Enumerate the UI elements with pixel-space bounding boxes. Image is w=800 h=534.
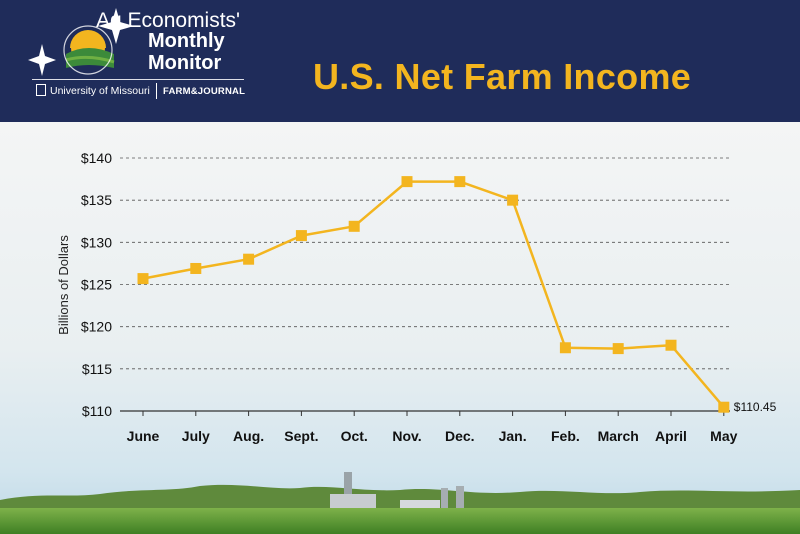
- divider: [32, 79, 244, 80]
- data-point: [137, 273, 149, 285]
- x-tick-label: Oct.: [341, 428, 368, 444]
- partner-farm-journal: FARM&JOURNAL: [163, 86, 246, 97]
- gridlines: [120, 157, 730, 412]
- data-point: [454, 176, 466, 188]
- y-tick-label: $140: [81, 150, 112, 166]
- y-tick-label: $110: [82, 403, 112, 419]
- data-point: [348, 220, 360, 232]
- x-tick-label: June: [127, 428, 160, 444]
- crop-field: [0, 508, 800, 534]
- data-point: [243, 253, 255, 265]
- silo: [441, 488, 448, 508]
- x-tick-label: Aug.: [233, 428, 264, 444]
- data-labels: $110.45: [734, 400, 777, 414]
- logo-emblem: [28, 8, 134, 76]
- silo: [344, 472, 352, 506]
- barn: [330, 494, 376, 508]
- data-point: [612, 343, 624, 355]
- data-point: [559, 342, 571, 354]
- x-tick-label: May: [710, 428, 737, 444]
- data-point: [718, 401, 730, 413]
- x-tick-label: Dec.: [445, 428, 475, 444]
- compass-star-icon: [98, 8, 134, 44]
- treeline: [0, 484, 800, 512]
- y-tick-label: $130: [81, 234, 112, 250]
- y-tick-label: $115: [82, 361, 112, 377]
- x-tick-label: Nov.: [392, 428, 421, 444]
- chart-title: U.S. Net Farm Income: [313, 56, 692, 97]
- silo: [456, 486, 464, 508]
- y-tick-label: $135: [81, 192, 112, 208]
- compass-star-icon: [28, 44, 56, 76]
- data-point: [665, 339, 677, 351]
- series-line: [142, 180, 725, 409]
- x-axis-ticks: June July Aug. Sept. Oct. Nov. Dec. Jan. Feb. Mar…: [127, 411, 738, 444]
- data-point: [190, 262, 202, 274]
- data-point: [507, 194, 519, 206]
- x-tick-label: April: [655, 428, 687, 444]
- university-logo-icon: [36, 84, 46, 96]
- x-tick-label: March: [598, 428, 639, 444]
- y-axis-ticks: $110 $115 $120 $125 $130 $135 $140: [81, 150, 112, 419]
- brand-subtitle: Monitor: [148, 52, 222, 74]
- brand-title: Ag Economists': [96, 9, 241, 32]
- y-tick-label: $120: [81, 319, 112, 335]
- divider: [156, 83, 157, 99]
- series: [137, 176, 730, 413]
- x-tick-label: Feb.: [551, 428, 580, 444]
- brand-subtitle: Monthly: [148, 30, 225, 52]
- barn: [400, 500, 440, 510]
- partner-university: University of Missouri: [50, 85, 150, 97]
- data-label: $110.45: [734, 400, 777, 414]
- x-tick-label: July: [182, 428, 210, 444]
- header-banner: Ag Economists' Monthly Monitor Universit…: [0, 0, 800, 122]
- data-point: [401, 176, 413, 188]
- y-axis-label: Billions of Dollars: [56, 235, 71, 335]
- y-tick-label: $125: [81, 277, 112, 293]
- x-tick-label: Sept.: [284, 428, 318, 444]
- data-point: [295, 230, 307, 242]
- x-tick-label: Jan.: [499, 428, 527, 444]
